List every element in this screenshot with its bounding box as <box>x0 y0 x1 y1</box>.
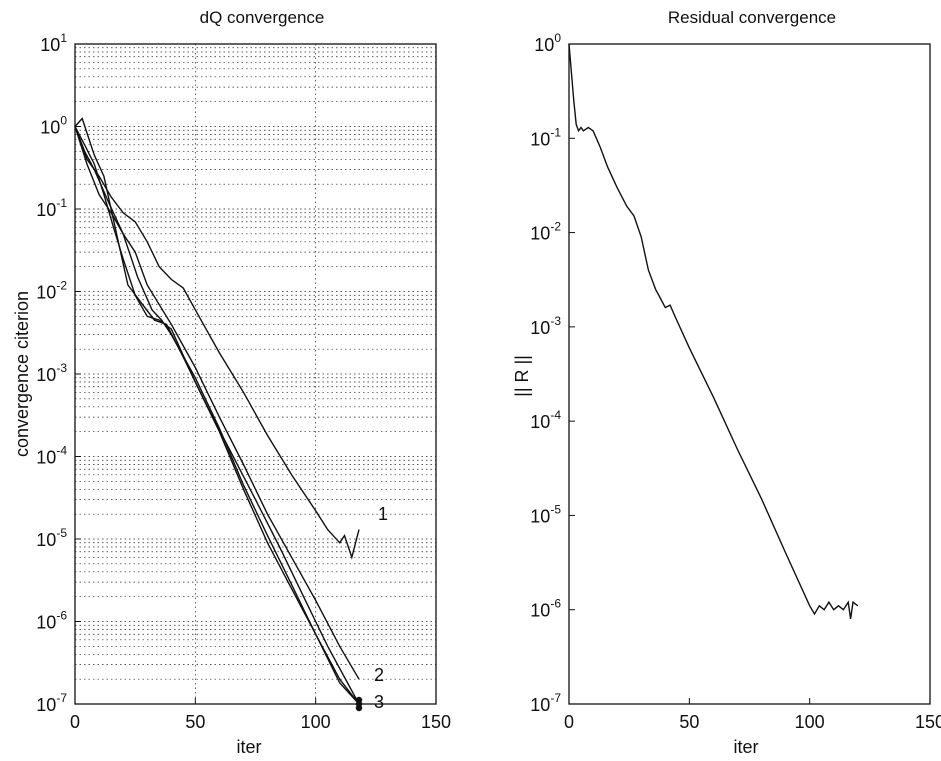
x-tick-label: 150 <box>421 712 451 732</box>
y-tick-label: 10-3 <box>36 361 67 385</box>
series-group <box>74 117 363 712</box>
series-label-2: 2 <box>374 665 384 685</box>
x-axis-label: iter <box>733 737 758 757</box>
x-axis: 0 50 100 150 <box>70 698 451 732</box>
y-tick-label: 10-1 <box>530 125 561 149</box>
y-tick-label: 10-2 <box>36 279 67 303</box>
series-label-1: 1 <box>378 504 388 524</box>
y-tick-label: 10-4 <box>530 408 561 432</box>
x-tick-label: 100 <box>795 712 825 732</box>
plot-frame <box>568 43 931 705</box>
y-tick-label: 100 <box>534 31 561 55</box>
y-tick-label: 101 <box>40 31 67 55</box>
y-tick-label: 10-4 <box>36 444 67 468</box>
chart-title: Residual convergence <box>668 8 836 27</box>
chart-title: dQ convergence <box>200 8 325 27</box>
series-line-2 <box>74 126 360 680</box>
y-tick-label: 10-1 <box>36 196 67 220</box>
series-line-1 <box>74 126 360 560</box>
x-tick-label: 0 <box>564 712 574 732</box>
y-tick-label: 10-2 <box>530 220 561 244</box>
x-tick-label: 100 <box>301 712 331 732</box>
series-label-3: 3 <box>374 692 384 712</box>
chart-dq-convergence: dQ convergence 0 50 100 150 10110010-110-21… <box>12 8 451 757</box>
y-axis-label: || R || <box>512 355 532 397</box>
chart-residual-convergence: Residual convergence 0 50 100 150 10010-110… <box>512 8 941 757</box>
y-axis: 101 100 10-1 10-2 10-3 10-4 10-5 10-6 10-7 <box>36 31 81 715</box>
y-tick-label: 100 <box>40 114 67 138</box>
series-group <box>568 43 859 619</box>
x-tick-label: 50 <box>185 712 205 732</box>
series-line-4 <box>74 126 360 705</box>
x-axis: 0 50 100 150 <box>564 698 941 732</box>
y-tick-label: 10-6 <box>530 597 561 621</box>
series-line-5 <box>74 126 360 705</box>
y-tick-label: 10-3 <box>530 314 561 338</box>
series-line-3 <box>74 117 360 705</box>
y-tick-label: 10-7 <box>530 691 561 715</box>
series-end-marker <box>355 704 363 712</box>
y-tick-label: 10-7 <box>36 691 67 715</box>
y-axis-label: convergence citerion <box>12 291 32 457</box>
y-tick-label: 10-5 <box>36 526 67 550</box>
y-tick-label: 10-5 <box>530 502 561 526</box>
x-axis-label: iter <box>236 737 261 757</box>
x-tick-label: 0 <box>70 712 80 732</box>
y-axis: 100 10-1 10-2 10-3 10-4 10-5 10-6 10-7 <box>530 31 575 715</box>
x-tick-label: 50 <box>679 712 699 732</box>
x-tick-label: 150 <box>915 712 941 732</box>
gridlines <box>75 43 436 705</box>
series-line-1 <box>568 43 859 619</box>
y-tick-label: 10-6 <box>36 609 67 633</box>
